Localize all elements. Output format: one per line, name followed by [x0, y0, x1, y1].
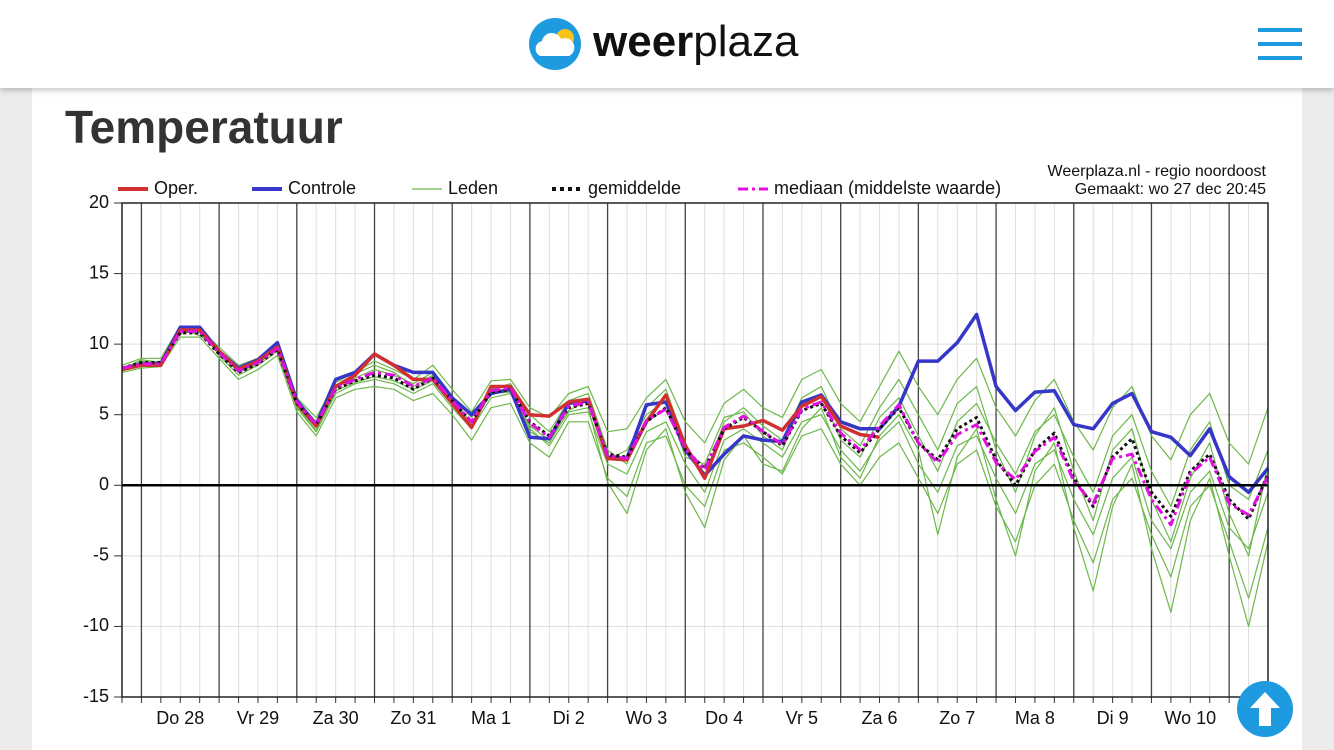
x-tick-label: Ma 8	[1015, 708, 1055, 728]
header: weerplaza	[0, 0, 1334, 88]
made-note: Gemaakt: wo 27 dec 20:45	[1075, 181, 1266, 198]
x-tick-label: Za 6	[862, 708, 898, 728]
source-note: Weerplaza.nl - regio noordoost	[1048, 163, 1267, 180]
x-tick-label: Zo 31	[390, 708, 436, 728]
logo-text: weerplaza	[592, 17, 799, 66]
member-line	[121, 328, 1269, 508]
y-tick-label: -10	[83, 615, 109, 635]
legend-label: gemiddelde	[588, 178, 681, 198]
y-tick-label: 0	[99, 474, 109, 494]
y-tick-label: 15	[89, 262, 109, 282]
x-tick-label: Vr 5	[786, 708, 818, 728]
logo-cloud	[535, 32, 575, 56]
y-tick-label: 20	[89, 192, 109, 212]
legend-label: Leden	[448, 178, 498, 198]
x-tick-label: Wo 10	[1164, 708, 1216, 728]
series-line	[121, 329, 1270, 527]
legend-label: mediaan (middelste waarde)	[774, 178, 1001, 198]
logo-light: plaza	[693, 17, 799, 66]
legend-label: Oper.	[154, 178, 198, 198]
x-tick-label: Wo 3	[626, 708, 668, 728]
y-tick-label: 10	[89, 333, 109, 353]
arrow-up	[1250, 692, 1280, 726]
member-line	[121, 336, 1269, 599]
y-tick-label: -15	[83, 686, 109, 706]
y-tick-label: 5	[99, 403, 109, 423]
scroll-top-button[interactable]	[1236, 680, 1294, 738]
x-tick-label: Di 9	[1097, 708, 1129, 728]
card: Temperatuur	[32, 88, 1302, 750]
plot-frame	[121, 202, 1269, 698]
member-line	[121, 328, 1269, 550]
y-tick-label: -5	[93, 545, 109, 565]
x-tick-label: Vr 29	[237, 708, 279, 728]
x-tick-label: Za 30	[313, 708, 359, 728]
x-tick-label: Do 28	[156, 708, 204, 728]
x-tick-label: Zo 7	[939, 708, 975, 728]
page-title: Temperatuur	[65, 101, 343, 153]
chart: 20 15 10 5 0 -5 -10 -15 Do 28 Vr 29 Za 30 Zo 31 Ma 1…	[83, 163, 1270, 728]
menu-button[interactable]	[1258, 28, 1302, 60]
logo-bold: weer	[592, 17, 693, 66]
header-graphics: weerplaza	[529, 17, 1302, 70]
logo[interactable]: weerplaza	[529, 17, 799, 70]
legend-label: Controle	[288, 178, 356, 198]
x-tick-label: Ma 1	[471, 708, 511, 728]
series-line	[121, 328, 880, 480]
member-line	[121, 330, 1269, 627]
x-tick-label: Di 2	[553, 708, 585, 728]
x-tick-label: Do 4	[705, 708, 743, 728]
